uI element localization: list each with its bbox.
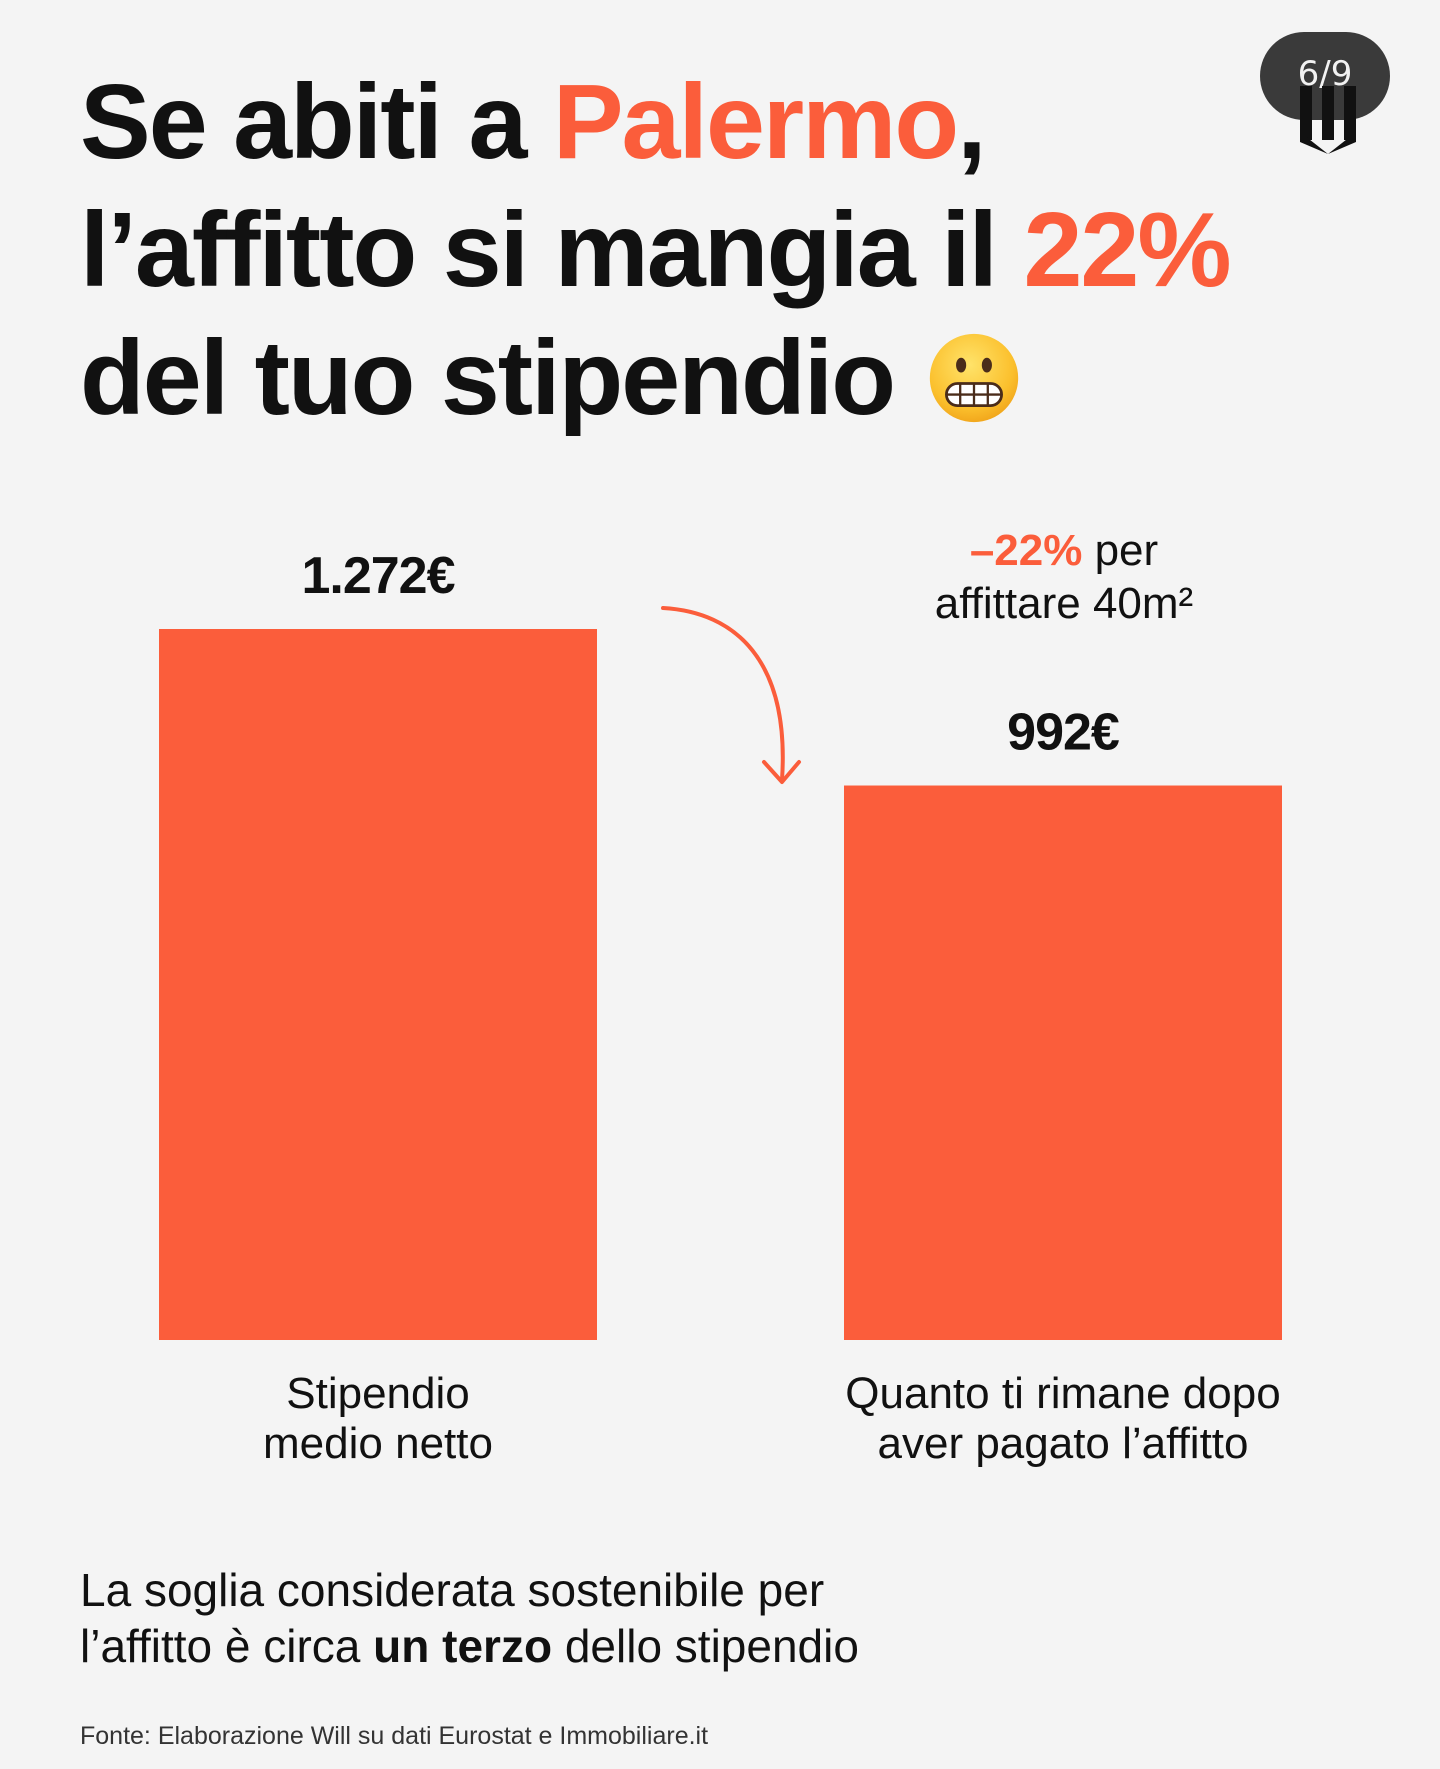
note-line-2: l’affitto è circa un terzo dello stipend…: [80, 1618, 1280, 1674]
source-note: Fonte: Elaborazione Will su dati Eurosta…: [80, 1722, 709, 1750]
grimacing-face-icon: [929, 333, 1019, 423]
title-comma: ,: [957, 63, 986, 181]
bar-2: [844, 785, 1282, 1340]
threshold-note: La soglia considerata sostenibile per l’…: [80, 1562, 1280, 1674]
curved-arrow-down-icon: [661, 606, 785, 782]
title-city: Palermo: [552, 63, 959, 181]
category-label-1-line-2: medio netto: [263, 1419, 493, 1468]
value-label-2: 992€: [1007, 704, 1119, 762]
note-line-1: La soglia considerata sostenibile per: [80, 1564, 825, 1616]
note-emphasis: un terzo: [373, 1620, 553, 1672]
bars: [159, 629, 1282, 1340]
value-label-1: 1.272€: [301, 547, 454, 605]
title-line-3: del tuo stipendio: [80, 314, 1300, 442]
will-logo-icon: [1300, 86, 1356, 154]
title-line-2: l’affitto si mangia il 22%: [80, 186, 1300, 314]
annotation-text: per: [1082, 526, 1158, 575]
page-title: Se abiti a Palermo, l’affitto si mangia …: [80, 58, 1300, 442]
annotation-line-1: –22% per: [970, 526, 1158, 575]
title-text: l’affitto si mangia il: [80, 191, 1024, 309]
page-indicator: 6/9: [1260, 32, 1390, 120]
bar-1: [159, 629, 597, 1340]
category-label-2-line-2: aver pagato l’affitto: [878, 1419, 1249, 1468]
title-line-1: Se abiti a Palermo,: [80, 58, 1300, 186]
note-text-end: dello stipendio: [552, 1620, 859, 1672]
arrow-head: [762, 760, 801, 784]
note-text: l’affitto è circa: [80, 1620, 374, 1672]
annotation-percentage: –22%: [970, 526, 1083, 575]
title-text: del tuo stipendio: [80, 319, 896, 437]
title-text: Se abiti a: [80, 63, 553, 181]
annotation: –22% per affittare 40m²: [661, 526, 1193, 784]
title-percentage: 22%: [1023, 191, 1231, 309]
category-label-1-line-1: Stipendio: [286, 1369, 469, 1418]
annotation-line-2: affittare 40m²: [935, 579, 1193, 628]
category-label-2-line-1: Quanto ti rimane dopo: [845, 1369, 1280, 1418]
